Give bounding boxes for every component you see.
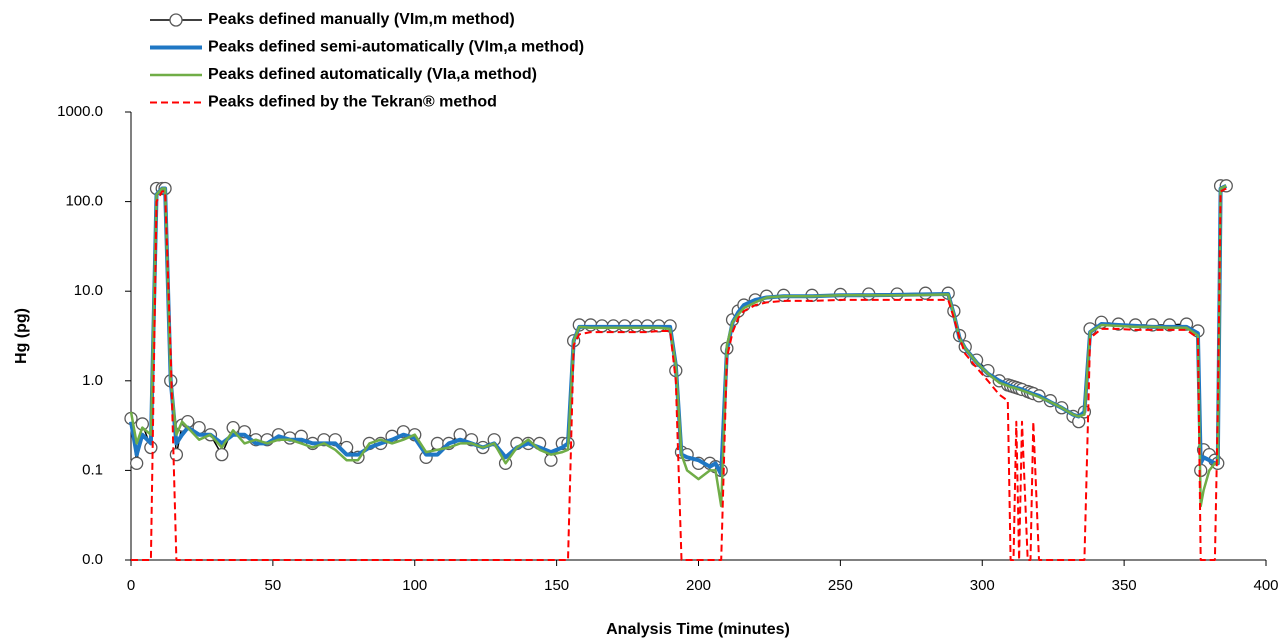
y-tick-label: 1000.0 [57, 103, 103, 120]
y-tick-label: 0.1 [82, 461, 103, 478]
data-point [544, 453, 558, 467]
series-line [129, 183, 1228, 477]
y-tick-label: 1.0 [82, 372, 103, 389]
legend-text: Peaks defined manually (VIm,m method) [208, 11, 515, 28]
series-line [129, 184, 1227, 508]
y-tick-label: 0.0 [82, 551, 103, 568]
y-axis-title: Hg (pg) [13, 308, 30, 364]
data-point [169, 447, 184, 462]
x-tick-label: 250 [828, 577, 853, 594]
data-point [130, 456, 144, 470]
x-tick-label: 0 [127, 577, 135, 594]
y-tick-label: 10.0 [74, 282, 103, 299]
y-tick-label: 100.0 [65, 193, 103, 210]
legend-text: Peaks defined by the Tekran® method [208, 94, 497, 111]
x-tick-label: 200 [686, 577, 711, 594]
x-tick-label: 400 [1253, 577, 1278, 594]
data-point [215, 447, 229, 462]
data-point [430, 436, 445, 451]
x-tick-label: 150 [544, 577, 569, 594]
x-tick-label: 300 [970, 577, 995, 594]
x-tick-label: 350 [1112, 577, 1137, 594]
x-tick-label: 100 [402, 577, 427, 594]
legend-text: Peaks defined automatically (VIa,a metho… [208, 66, 537, 83]
legend-marker [169, 13, 183, 27]
legend-text: Peaks defined semi-automatically (VIm,a … [208, 39, 584, 56]
series-line [131, 187, 1227, 561]
x-axis-title: Analysis Time (minutes) [606, 621, 790, 638]
x-tick-label: 50 [265, 577, 282, 594]
